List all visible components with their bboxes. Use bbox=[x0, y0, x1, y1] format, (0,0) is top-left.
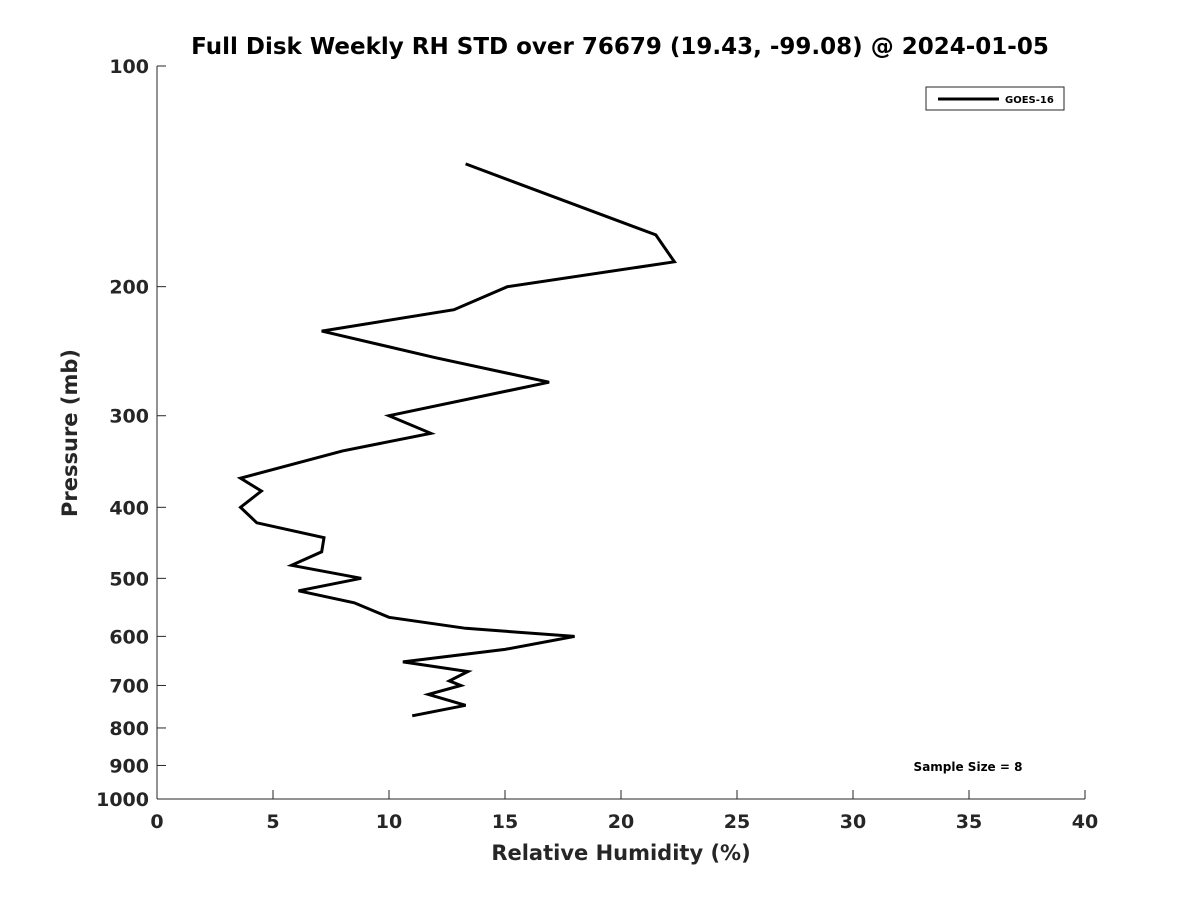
legend: GOES-16 bbox=[925, 86, 1065, 111]
y-axis-label: Pressure (mb) bbox=[58, 349, 82, 517]
series-layer bbox=[236, 162, 678, 718]
x-axis-label: Relative Humidity (%) bbox=[491, 841, 750, 865]
y-axis: 100 200 300 400 500 600 700 800 900 1000 bbox=[96, 56, 166, 811]
x-tick-label: 35 bbox=[956, 811, 982, 833]
sample-size-annotation: Sample Size = 8 bbox=[914, 760, 1023, 774]
y-tick-label: 600 bbox=[109, 626, 149, 648]
x-axis: 0 5 10 15 20 25 30 35 40 bbox=[150, 790, 1098, 833]
y-tick-label: 200 bbox=[109, 277, 149, 299]
y-tick-label: 400 bbox=[109, 497, 149, 519]
legend-label: GOES-16 bbox=[1005, 95, 1054, 106]
y-tick-label: 900 bbox=[109, 755, 149, 777]
y-tick-label: 500 bbox=[109, 568, 149, 590]
x-tick-label: 20 bbox=[608, 811, 634, 833]
y-tick-label: 800 bbox=[109, 718, 149, 740]
x-tick-label: 15 bbox=[492, 811, 518, 833]
chart-title: Full Disk Weekly RH STD over 76679 (19.4… bbox=[191, 34, 1049, 60]
x-tick-label: 40 bbox=[1072, 811, 1098, 833]
y-tick-label: 300 bbox=[109, 406, 149, 428]
x-tick-label: 0 bbox=[150, 811, 163, 833]
y-tick-label: 100 bbox=[109, 56, 149, 78]
x-tick-label: 10 bbox=[376, 811, 402, 833]
x-tick-label: 25 bbox=[724, 811, 750, 833]
y-tick-label: 700 bbox=[109, 675, 149, 697]
x-tick-label: 5 bbox=[266, 811, 279, 833]
x-tick-label: 30 bbox=[840, 811, 866, 833]
y-tick-label: 1000 bbox=[96, 789, 149, 811]
series-line-0 bbox=[236, 162, 678, 718]
